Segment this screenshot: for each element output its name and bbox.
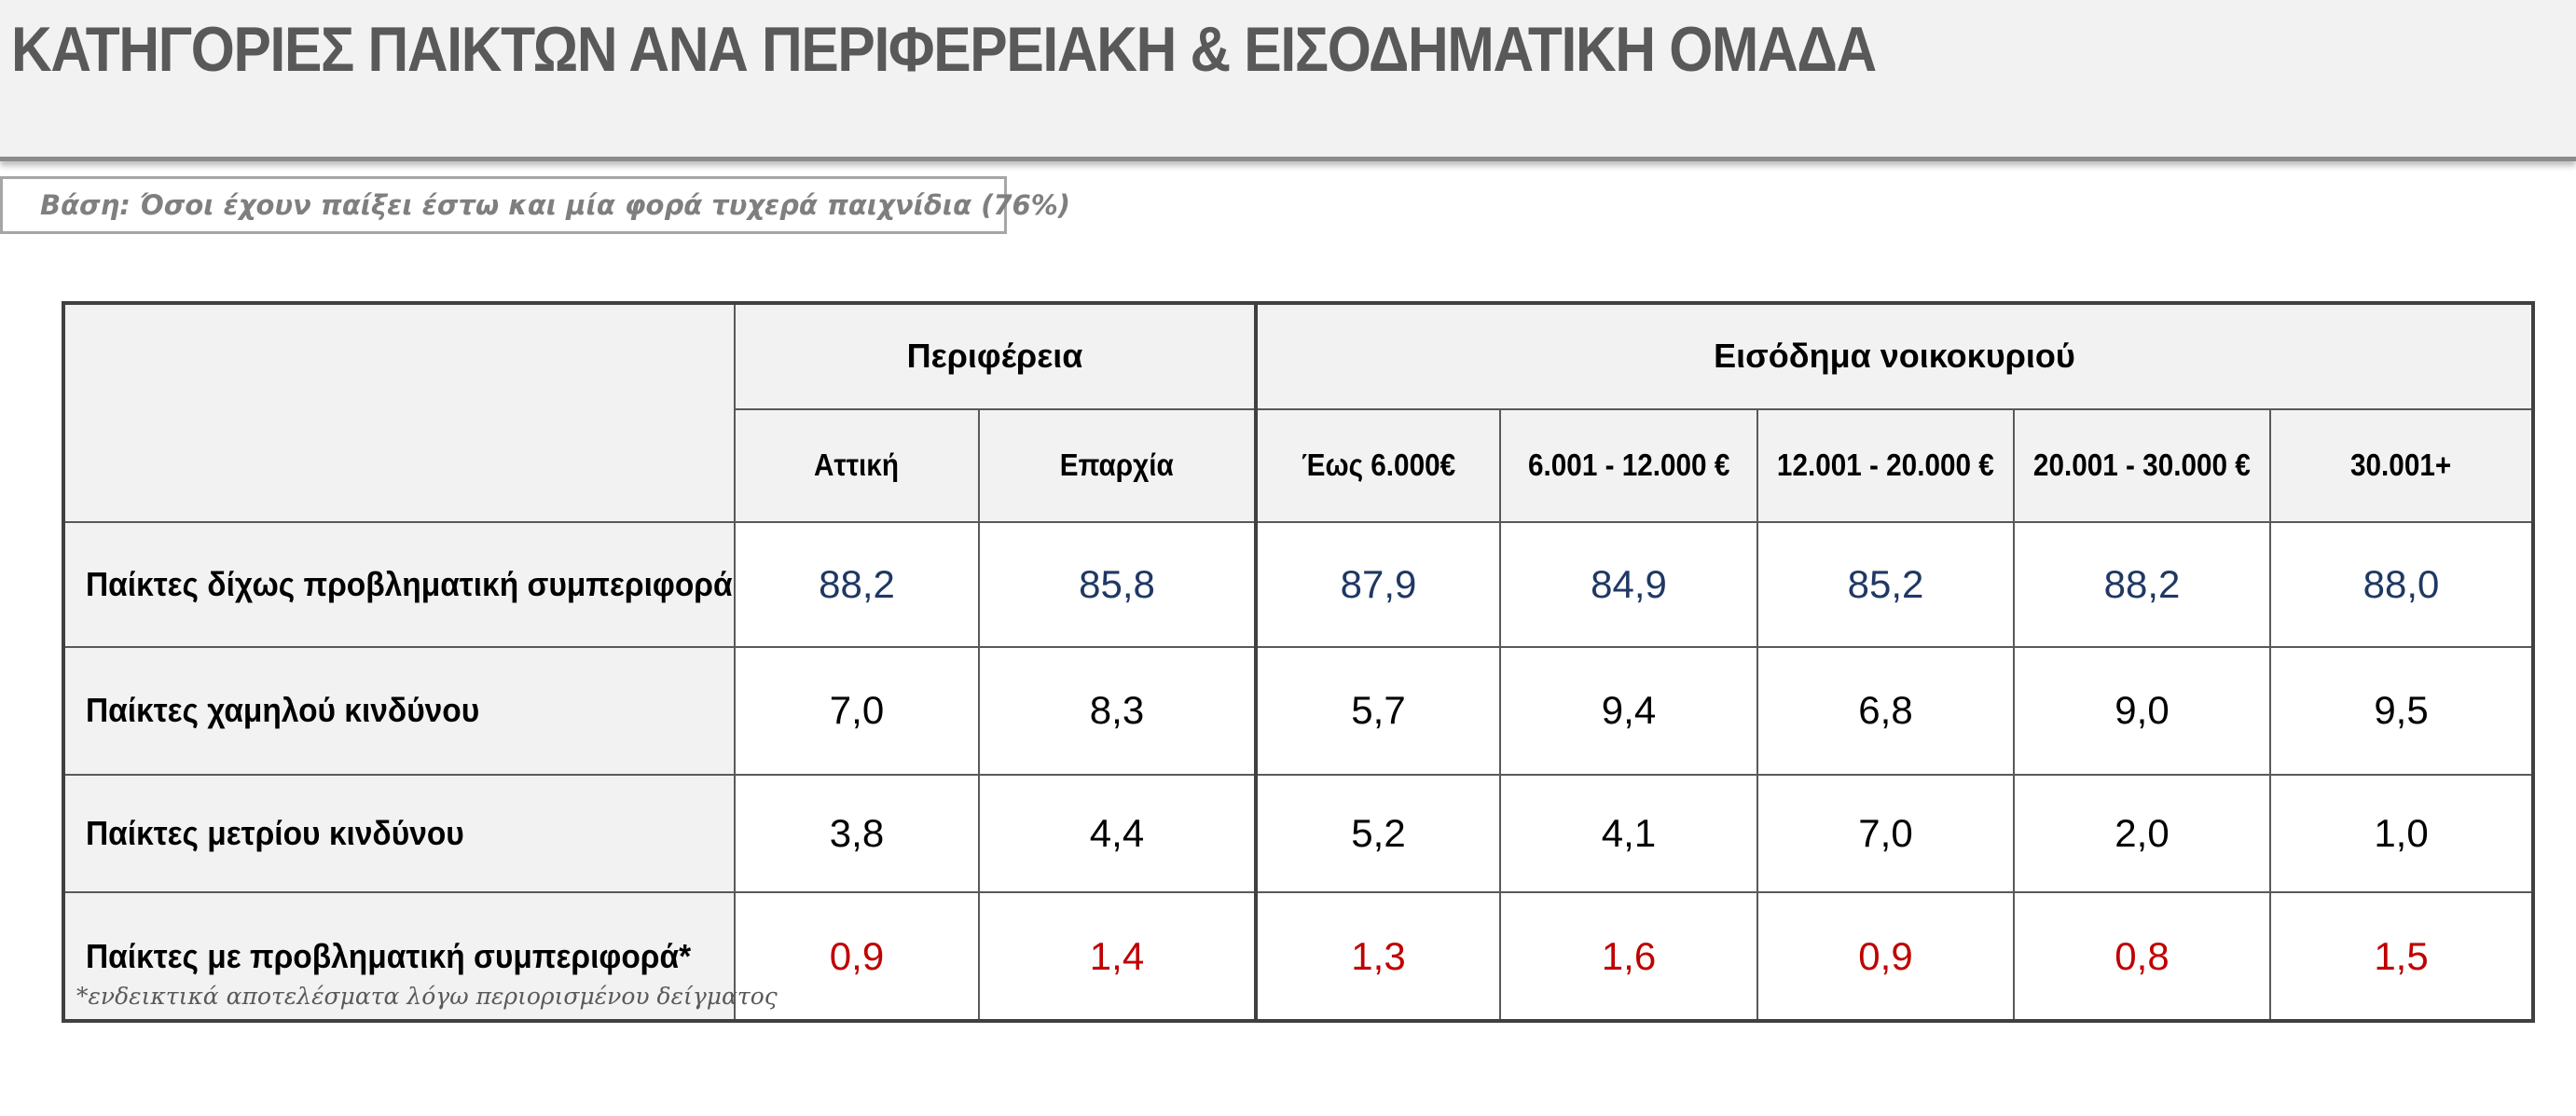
cell-value: 84,9	[1499, 521, 1758, 648]
group-header-region: Περιφέρεια	[734, 302, 1257, 410]
col-header-eparxia: Επαρχία	[978, 407, 1257, 524]
table-row: Παίκτες χαμηλού κινδύνου 7,0 8,3 5,7 9,4…	[62, 645, 2535, 776]
col-header-income-4: 20.001 - 30.000 €	[2013, 407, 2271, 524]
cell-value: 88,0	[2268, 521, 2535, 648]
cell-value: 1,5	[2268, 891, 2535, 1022]
cell-value: 0,9	[734, 891, 980, 1022]
cell-value: 0,9	[1756, 891, 2015, 1022]
cell-value: 5,2	[1254, 773, 1501, 894]
cell-value: 0,8	[2013, 891, 2271, 1022]
cell-value: 9,5	[2268, 645, 2535, 776]
row-label: Παίκτες μετρίου κινδύνου	[62, 773, 736, 894]
col-header-income-1: Έως 6.000€	[1254, 407, 1501, 524]
title-bar: ΚΑΤΗΓΟΡΙΕΣ ΠΑΙΚΤΩΝ ΑΝΑ ΠΕΡΙΦΕΡΕΙΑΚΗ & ΕΙ…	[0, 0, 2576, 161]
footnote: *ενδεικτικά αποτελέσματα λόγω περιορισμέ…	[76, 983, 778, 1010]
table-row: Παίκτες με προβληματική συμπεριφορά* *εν…	[62, 891, 2535, 1022]
cell-value: 87,9	[1254, 521, 1501, 648]
row-label: Παίκτες δίχως προβληματική συμπεριφορά	[62, 521, 736, 648]
cell-value: 5,7	[1254, 645, 1501, 776]
cell-value: 7,0	[734, 645, 980, 776]
cell-value: 9,0	[2013, 645, 2271, 776]
col-header-attiki: Αττική	[734, 407, 980, 524]
cell-value: 7,0	[1756, 773, 2015, 894]
group-header-income: Εισόδημα νοικοκυριού	[1253, 302, 2535, 410]
table-row: Παίκτες δίχως προβληματική συμπεριφορά 8…	[62, 521, 2535, 648]
table-row: Παίκτες μετρίου κινδύνου 3,8 4,4 5,2 4,1…	[62, 773, 2535, 894]
base-note: Βάση: Όσοι έχουν παίξει έστω και μία φορ…	[0, 176, 1070, 234]
cell-value: 4,1	[1499, 773, 1758, 894]
col-header-income-5: 30.001+	[2268, 407, 2535, 524]
cell-value: 85,2	[1756, 521, 2015, 648]
cell-value: 2,0	[2013, 773, 2271, 894]
results-table: Περιφέρεια Εισόδημα νοικοκυριού Αττική Ε…	[62, 301, 2536, 1023]
row-label: Παίκτες με προβληματική συμπεριφορά* *εν…	[62, 891, 778, 1022]
cell-value: 88,2	[2013, 521, 2271, 648]
col-header-income-2: 6.001 - 12.000 €	[1499, 407, 1758, 524]
row-label: Παίκτες χαμηλού κινδύνου	[62, 645, 736, 776]
cell-value: 1,0	[2268, 773, 2535, 894]
col-header-income-3: 12.001 - 20.000 €	[1756, 407, 2015, 524]
cell-value: 4,4	[978, 773, 1257, 894]
cell-value: 6,8	[1756, 645, 2015, 776]
table-corner	[62, 301, 736, 524]
cell-value: 85,8	[978, 521, 1257, 648]
cell-value: 3,8	[734, 773, 980, 894]
cell-value: 8,3	[978, 645, 1257, 776]
cell-value: 1,6	[1499, 891, 1758, 1022]
page-title: ΚΑΤΗΓΟΡΙΕΣ ΠΑΙΚΤΩΝ ΑΝΑ ΠΕΡΙΦΕΡΕΙΑΚΗ & ΕΙ…	[11, 14, 1877, 85]
cell-value: 88,2	[734, 521, 980, 648]
cell-value: 1,3	[1254, 891, 1501, 1022]
cell-value: 9,4	[1499, 645, 1758, 776]
cell-value: 1,4	[978, 891, 1257, 1022]
